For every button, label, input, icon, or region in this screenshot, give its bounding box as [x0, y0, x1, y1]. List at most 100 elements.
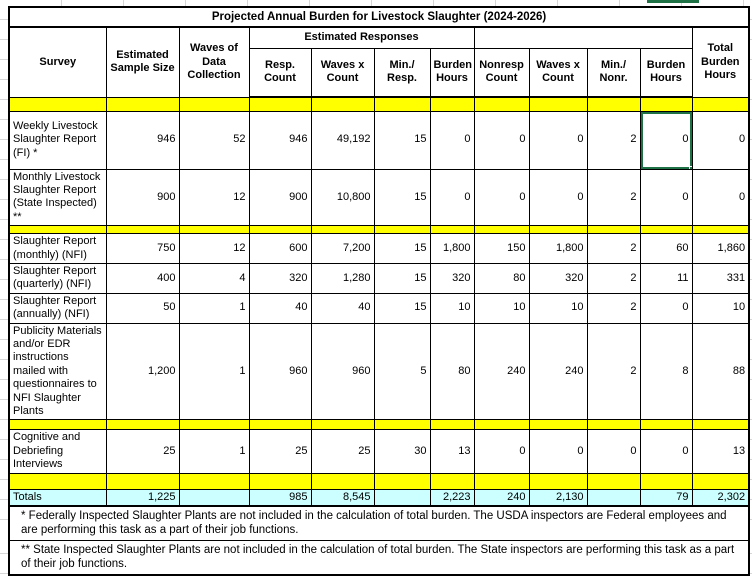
separator-cell[interactable] [429, 472, 475, 490]
value-cell[interactable]: 25 [105, 429, 180, 474]
survey-name-cell[interactable]: Cognitive and Debriefing Interviews [8, 429, 107, 474]
value-cell[interactable]: 79 [639, 488, 693, 507]
totals-label-cell[interactable]: Totals [8, 488, 107, 507]
separator-cell[interactable] [310, 472, 375, 490]
value-cell[interactable]: 2 [586, 322, 641, 421]
separator-cell[interactable] [691, 225, 750, 235]
value-cell[interactable] [178, 488, 250, 507]
value-cell[interactable]: 750 [105, 233, 180, 264]
separator-cell[interactable] [105, 472, 180, 490]
separator-cell[interactable] [528, 225, 588, 235]
value-cell[interactable]: 80 [473, 262, 530, 294]
value-cell[interactable]: 10 [691, 292, 750, 324]
separator-cell[interactable] [373, 225, 431, 235]
value-cell[interactable]: 2 [586, 262, 641, 294]
survey-name-cell[interactable]: Monthly Livestock Slaughter Report (Stat… [8, 168, 107, 227]
group-header-estimated-responses[interactable]: Estimated Responses [248, 26, 475, 49]
value-cell[interactable]: 2 [586, 292, 641, 324]
value-cell[interactable]: 2 [586, 168, 641, 227]
value-cell[interactable]: 10 [473, 292, 530, 324]
value-cell[interactable]: 10,800 [310, 168, 375, 227]
separator-cell[interactable] [586, 419, 641, 431]
separator-cell[interactable] [248, 225, 312, 235]
value-cell[interactable]: 240 [473, 322, 530, 421]
value-cell[interactable]: 0 [528, 168, 588, 227]
separator-cell[interactable] [8, 472, 107, 490]
value-cell[interactable]: 15 [373, 110, 431, 170]
separator-cell[interactable] [639, 225, 693, 235]
separator-cell[interactable] [178, 419, 250, 431]
separator-cell[interactable] [8, 225, 107, 235]
footnote-text[interactable]: ** State Inspected Slaughter Plants are … [8, 539, 750, 576]
value-cell[interactable]: 985 [248, 488, 312, 507]
value-cell[interactable]: 600 [248, 233, 312, 264]
value-cell[interactable]: 25 [248, 429, 312, 474]
value-cell[interactable]: 1,860 [691, 233, 750, 264]
value-cell[interactable]: 1,280 [310, 262, 375, 294]
table-title[interactable]: Projected Annual Burden for Livestock Sl… [8, 6, 750, 28]
value-cell[interactable]: 13 [691, 429, 750, 474]
value-cell[interactable] [373, 488, 431, 507]
value-cell[interactable]: 960 [310, 322, 375, 421]
col-header-burden-hours[interactable]: Burden Hours [429, 47, 475, 98]
survey-name-cell[interactable]: Slaughter Report (monthly) (NFI) [8, 233, 107, 264]
value-cell[interactable]: 60 [639, 233, 693, 264]
selected-cell[interactable]: 0 [639, 110, 693, 170]
value-cell[interactable]: 5 [373, 322, 431, 421]
col-header-survey[interactable]: Survey [8, 26, 107, 98]
separator-cell[interactable] [105, 96, 180, 112]
survey-name-cell[interactable]: Weekly Livestock Slaughter Report (FI) * [8, 110, 107, 170]
value-cell[interactable]: 1,200 [105, 322, 180, 421]
value-cell[interactable]: 12 [178, 168, 250, 227]
separator-cell[interactable] [586, 472, 641, 490]
value-cell[interactable]: 15 [373, 292, 431, 324]
footnote-text[interactable]: * Federally Inspected Slaughter Plants a… [8, 505, 750, 541]
value-cell[interactable]: 13 [429, 429, 475, 474]
separator-cell[interactable] [373, 96, 431, 112]
value-cell[interactable]: 8,545 [310, 488, 375, 507]
separator-cell[interactable] [528, 472, 588, 490]
separator-cell[interactable] [310, 225, 375, 235]
separator-cell[interactable] [248, 96, 312, 112]
value-cell[interactable]: 900 [105, 168, 180, 227]
value-cell[interactable]: 2,302 [691, 488, 750, 507]
value-cell[interactable]: 0 [528, 110, 588, 170]
value-cell[interactable]: 0 [473, 110, 530, 170]
value-cell[interactable]: 2 [586, 110, 641, 170]
separator-cell[interactable] [528, 419, 588, 431]
value-cell[interactable]: 8 [639, 322, 693, 421]
col-header-waves[interactable]: Waves of Data Collection [178, 26, 250, 98]
value-cell[interactable]: 320 [248, 262, 312, 294]
value-cell[interactable]: 0 [639, 168, 693, 227]
value-cell[interactable]: 960 [248, 322, 312, 421]
separator-cell[interactable] [105, 225, 180, 235]
col-header-sample-size[interactable]: Estimated Sample Size [105, 26, 180, 98]
separator-cell[interactable] [429, 225, 475, 235]
separator-cell[interactable] [8, 419, 107, 431]
survey-name-cell[interactable]: Slaughter Report (annually) (NFI) [8, 292, 107, 324]
value-cell[interactable]: 0 [639, 429, 693, 474]
value-cell[interactable]: 0 [528, 429, 588, 474]
col-header-resp-count[interactable]: Resp. Count [248, 47, 312, 98]
value-cell[interactable]: 320 [528, 262, 588, 294]
value-cell[interactable]: 150 [473, 233, 530, 264]
value-cell[interactable]: 1,800 [429, 233, 475, 264]
separator-cell[interactable] [373, 472, 431, 490]
value-cell[interactable]: 10 [528, 292, 588, 324]
value-cell[interactable]: 88 [691, 322, 750, 421]
separator-cell[interactable] [178, 472, 250, 490]
value-cell[interactable]: 2 [586, 233, 641, 264]
value-cell[interactable]: 1,800 [528, 233, 588, 264]
col-header-waves-x-count-2[interactable]: Waves x Count [528, 47, 588, 98]
value-cell[interactable]: 15 [373, 168, 431, 227]
separator-cell[interactable] [639, 96, 693, 112]
value-cell[interactable]: 0 [473, 168, 530, 227]
separator-cell[interactable] [639, 419, 693, 431]
value-cell[interactable]: 50 [105, 292, 180, 324]
separator-cell[interactable] [8, 96, 107, 112]
value-cell[interactable]: 1 [178, 292, 250, 324]
value-cell[interactable]: 52 [178, 110, 250, 170]
group-header-nonresponse[interactable] [473, 26, 693, 49]
separator-cell[interactable] [310, 96, 375, 112]
value-cell[interactable]: 0 [639, 292, 693, 324]
